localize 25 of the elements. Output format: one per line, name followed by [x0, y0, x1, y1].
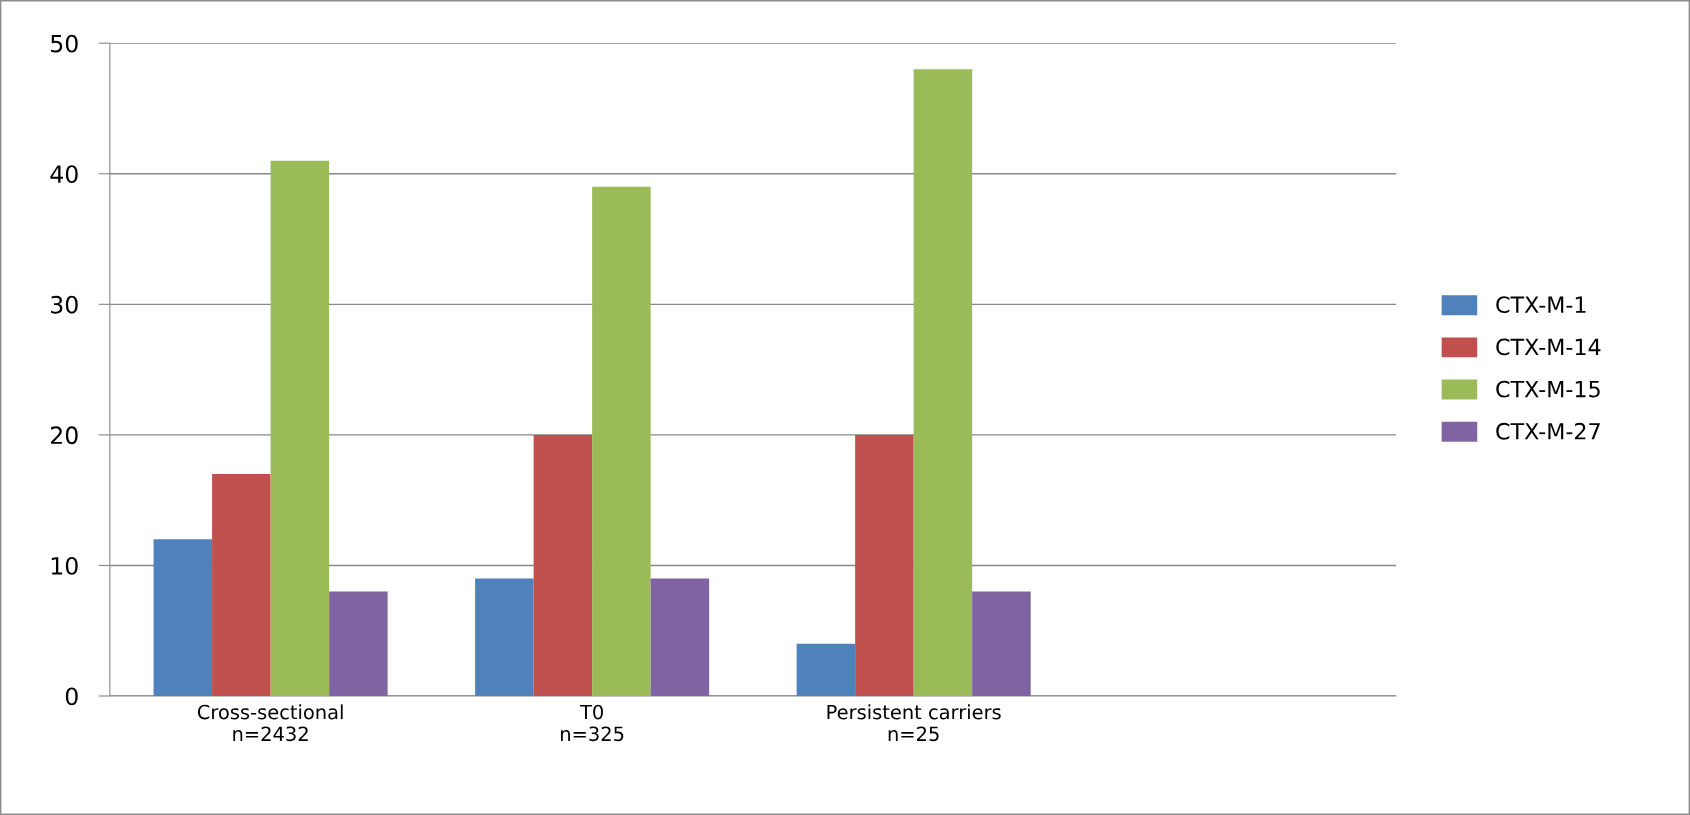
- y-tick-label: 0: [65, 687, 78, 706]
- x-tick-label: Persistent carriers n=25: [827, 704, 1001, 742]
- y-tick-label: 40: [50, 165, 78, 184]
- y-tick-label: 10: [51, 556, 78, 575]
- bar: [533, 434, 593, 697]
- bar: [270, 160, 330, 697]
- bar: [153, 539, 213, 697]
- bar: [475, 578, 534, 697]
- bar: [592, 186, 651, 697]
- y-tick-label: 20: [50, 426, 78, 445]
- bar: [796, 643, 856, 697]
- y-tick-label: 30: [51, 295, 78, 314]
- legend-label: CTX-M-14: [1496, 338, 1601, 356]
- bar: [855, 434, 914, 697]
- x-tick-label: T0 n=325: [561, 704, 624, 742]
- x-tick-label: Cross-sectional n=2432: [197, 704, 343, 742]
- legend-label: CTX-M-27: [1496, 422, 1600, 440]
- bar: [329, 591, 388, 697]
- bar: [212, 474, 271, 697]
- bar: [650, 578, 710, 697]
- legend-label: CTX-M-1: [1496, 296, 1586, 314]
- legend-label: CTX-M-15: [1496, 380, 1600, 398]
- bar: [913, 69, 973, 697]
- y-tick-label: 50: [51, 34, 78, 53]
- bar: [972, 591, 1031, 697]
